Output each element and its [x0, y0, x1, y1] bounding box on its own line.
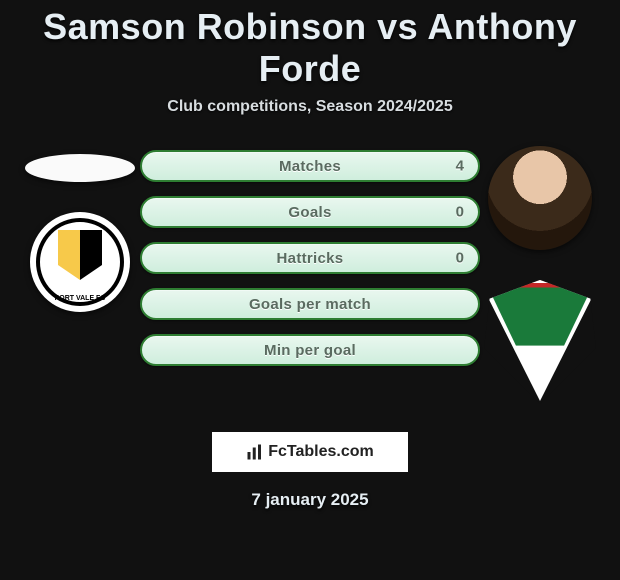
- stat-value-right: 4: [456, 158, 464, 175]
- club-badge-left: PORT VALE FC: [30, 212, 130, 312]
- stat-label: Goals per match: [249, 296, 371, 313]
- player-avatar-right: [488, 146, 592, 250]
- stat-bar-min-per-goal: Min per goal: [140, 334, 480, 366]
- stat-bars: Matches 4 Goals 0 Hattricks 0 Goals per …: [140, 150, 480, 366]
- stat-label: Matches: [279, 158, 341, 175]
- club-badge-left-label: PORT VALE FC: [30, 295, 130, 302]
- right-column: [480, 146, 600, 404]
- club-badge-right: [484, 280, 596, 404]
- footer-date: 7 january 2025: [0, 490, 620, 510]
- stat-bar-matches: Matches 4: [140, 150, 480, 182]
- stat-label: Hattricks: [277, 250, 344, 267]
- comparison-card: Samson Robinson vs Anthony Forde Club co…: [0, 0, 620, 510]
- subtitle: Club competitions, Season 2024/2025: [0, 98, 620, 116]
- left-column: PORT VALE FC: [20, 146, 140, 312]
- stat-label: Goals: [288, 204, 331, 221]
- player-avatar-left: [25, 154, 135, 182]
- branding-label: FcTables.com: [268, 443, 374, 461]
- stat-bar-goals-per-match: Goals per match: [140, 288, 480, 320]
- page-title: Samson Robinson vs Anthony Forde: [0, 6, 620, 90]
- stat-value-right: 0: [456, 250, 464, 267]
- stat-value-right: 0: [456, 204, 464, 221]
- chart-icon: [246, 443, 264, 461]
- main-row: PORT VALE FC Matches 4 Goals 0 Hattricks…: [0, 146, 620, 404]
- branding-logo: FcTables.com: [212, 432, 408, 472]
- stat-label: Min per goal: [264, 342, 356, 359]
- stat-bar-goals: Goals 0: [140, 196, 480, 228]
- club-badge-right-emblem: [517, 253, 563, 287]
- stat-bar-hattricks: Hattricks 0: [140, 242, 480, 274]
